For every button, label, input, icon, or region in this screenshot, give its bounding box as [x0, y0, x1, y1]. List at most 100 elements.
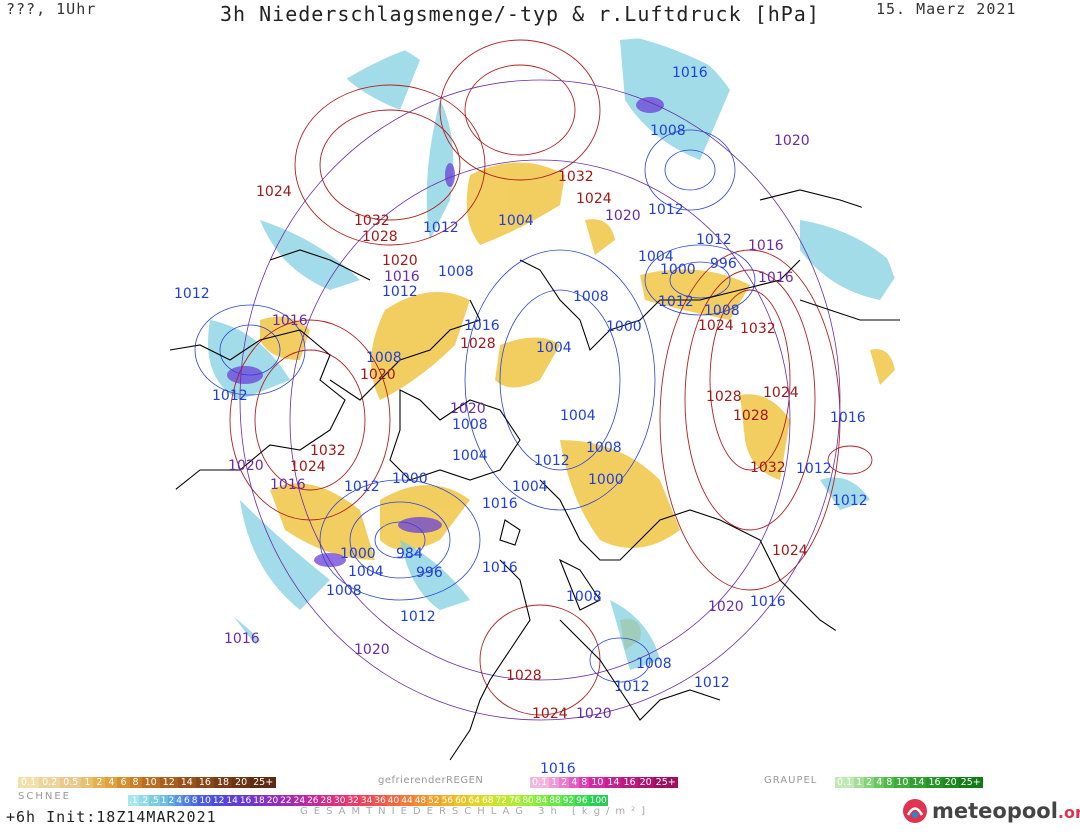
pressure-label: 1008 [566, 589, 602, 605]
pressure-label: 1016 [270, 477, 306, 493]
total-legend-swatch: 80 [521, 795, 535, 806]
pressure-label: 1004 [452, 448, 488, 464]
total-legend-swatch: 18 [252, 795, 266, 806]
pressure-label: 1000 [392, 471, 428, 487]
total-legend-swatch: 36 [373, 795, 387, 806]
logo-org-text: .org [1057, 803, 1080, 822]
pressure-label: 1000 [606, 319, 642, 335]
total-legend-swatch: 68 [480, 795, 495, 806]
pressure-label: 1008 [452, 417, 488, 433]
total-legend-swatch: 22 [279, 795, 293, 806]
total-legend-swatch: 76 [507, 795, 522, 806]
pressure-label: 1004 [348, 564, 384, 580]
pressure-label: 1008 [438, 264, 474, 280]
pressure-label: 1004 [638, 249, 674, 265]
pressure-label: 1020 [228, 458, 264, 474]
freezing-rain-legend-swatch: 8 [579, 777, 590, 788]
snow-legend-swatch: 0.1 [18, 777, 40, 788]
logo-main-text: meteopool [932, 799, 1058, 823]
total-legend-swatch: 20 [265, 795, 280, 806]
pressure-label: 1032 [750, 460, 786, 476]
snow-legend-swatch: 0.5 [60, 777, 82, 788]
freezing-rain-legend-swatch: 10 [589, 777, 606, 788]
total-legend-swatch: 64 [467, 795, 481, 806]
pressure-label: 1008 [586, 440, 622, 456]
snow-legend-swatch: 1 [81, 777, 94, 788]
pressure-label: 1004 [560, 408, 596, 424]
pressure-label: 984 [396, 546, 423, 562]
pressure-label: 1028 [733, 408, 769, 424]
snow-legend-swatch: 18 [213, 777, 233, 788]
snow-legend-swatch: 20 [232, 777, 251, 788]
pressure-label: 1016 [482, 560, 518, 576]
pressure-label: 1012 [423, 220, 459, 236]
pressure-label: 1012 [832, 493, 868, 509]
meteopool-logo-icon [903, 799, 927, 823]
total-legend-swatch: 52 [427, 795, 441, 806]
low-pressure-isobars [194, 79, 841, 721]
pressure-label: 1008 [366, 350, 402, 366]
pressure-label: 1024 [256, 184, 292, 200]
pressure-label: 1000 [340, 546, 376, 562]
pressure-label: 1028 [362, 229, 398, 245]
pressure-label: 1000 [660, 262, 696, 278]
graupel-legend: 0.1 1 2 4 8 10 14 16 20 25+ [835, 777, 983, 788]
pressure-label: 1008 [326, 583, 362, 599]
pressure-label: 1024 [532, 706, 568, 722]
graupel-legend-swatch: 14 [910, 777, 927, 788]
pressure-label: 1016 [748, 238, 784, 254]
meteopool-logo[interactable]: meteopool.org [902, 798, 1080, 824]
pressure-label: 1024 [698, 318, 734, 334]
graupel-legend-swatch: 0.1 [835, 777, 855, 788]
pressure-label: 1020 [360, 367, 396, 383]
total-legend-swatch: 100 [588, 795, 608, 806]
total-legend-swatch: 26 [306, 795, 320, 806]
pressure-label: 1020 [354, 642, 390, 658]
total-legend-swatch: 56 [440, 795, 455, 806]
total-legend-swatch: 32 [346, 795, 360, 806]
pressure-label: 1012 [696, 232, 732, 248]
freezing-rain-legend-swatch: 14 [605, 777, 622, 788]
freezing-rain-legend-swatch: 16 [621, 777, 638, 788]
freezing-rain-legend-swatch: 1 [549, 777, 560, 788]
coastlines [165, 189, 901, 761]
freezing-rain-legend-swatch: 25+ [653, 777, 678, 788]
map-title: 3h Niederschlagsmenge/-typ & r.Luftdruck… [220, 2, 820, 26]
pressure-label: 1016 [482, 496, 518, 512]
run-label: ???, 1Uhr [6, 0, 97, 18]
total-legend-swatch: 44 [400, 795, 414, 806]
graupel-legend-swatch: 10 [894, 777, 911, 788]
pressure-label: 1024 [772, 543, 808, 559]
total-legend-swatch: 34 [359, 795, 374, 806]
snow-legend-swatch: 0.2 [39, 777, 61, 788]
pressure-label: 1016 [540, 761, 576, 777]
freezing-rain-legend-swatch: 2 [559, 777, 570, 788]
pressure-label: 1032 [310, 443, 346, 459]
pressure-label: 1028 [706, 389, 742, 405]
pressure-label: 1028 [506, 668, 542, 684]
total-legend-swatch: 24 [292, 795, 307, 806]
pressure-label: 996 [710, 256, 737, 272]
pressure-label: 996 [416, 565, 443, 581]
pressure-label: 1016 [272, 313, 308, 329]
snow-legend-swatch: 8 [129, 777, 142, 788]
pressure-label: 1004 [536, 340, 572, 356]
total-legend-swatch: .2 [138, 795, 150, 806]
snow-legend: 0.1 0.2 0.5 1 2 4 6 8 10 12 14 16 18 20 25+ [18, 777, 277, 788]
freezing-rain-legend-swatch: 0.1 [530, 777, 550, 788]
snow-legend-swatch: 4 [105, 777, 118, 788]
graupel-legend-swatch: 20 [942, 777, 959, 788]
total-legend-swatch: 16 [238, 795, 253, 806]
total-legend-swatch: 14 [225, 795, 239, 806]
pressure-label: 1012 [648, 202, 684, 218]
pressure-label: 1024 [576, 191, 612, 207]
total-legend-swatch: 28 [319, 795, 333, 806]
total-legend-swatch: .5 [149, 795, 160, 806]
freezing-rain-legend-swatch: 4 [569, 777, 580, 788]
pressure-label: 1024 [290, 459, 326, 475]
pressure-label: 1020 [450, 401, 486, 417]
pressure-label: 1008 [650, 123, 686, 139]
total-legend-swatch: 96 [575, 795, 589, 806]
pressure-label: 1008 [636, 656, 672, 672]
freezing-rain-legend: 0.1 1 2 4 8 10 14 16 20 25+ [530, 777, 678, 788]
